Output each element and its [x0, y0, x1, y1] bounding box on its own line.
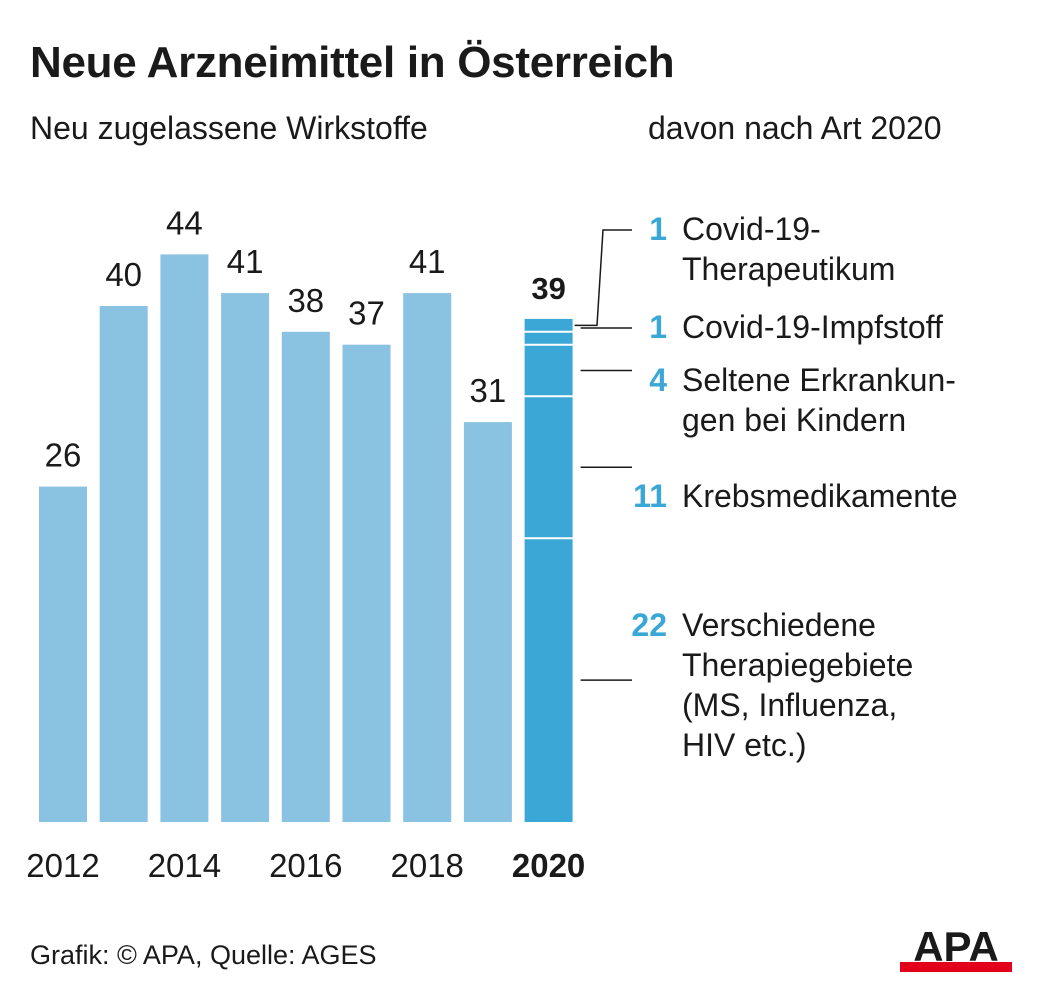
- breakdown-number-4: 1: [649, 211, 667, 247]
- connector-line-4: [574, 229, 632, 327]
- breakdown-label-4-line-0: Covid-19-: [682, 211, 821, 247]
- bar-2020: [524, 318, 573, 822]
- bar-value-2013: 40: [105, 256, 142, 293]
- breakdown-label-0-line-2: (MS, Influenza,: [682, 687, 897, 723]
- bar-value-2018: 41: [409, 243, 446, 280]
- breakdown-subtitle: davon nach Art 2020: [648, 110, 942, 146]
- breakdown-label-2-line-1: gen bei Kindern: [682, 402, 906, 438]
- breakdown-number-1: 11: [633, 478, 667, 514]
- breakdown-number-3: 1: [649, 309, 667, 345]
- breakdown-layer: 22 Verschiedene Therapiegebiete (MS, Influe…: [524, 211, 958, 763]
- bar-value-2015: 41: [227, 243, 264, 280]
- source-credit: Grafik: © APA, Quelle: AGES: [30, 940, 377, 970]
- bar-2019: [463, 422, 512, 822]
- bar-value-2020: 39: [531, 271, 565, 306]
- bar-2017: [342, 344, 391, 822]
- breakdown-label-1-line-0: Krebsmedikamente: [682, 478, 958, 514]
- bar-value-2017: 37: [348, 295, 385, 332]
- breakdown-number-0: 22: [631, 607, 667, 643]
- bar-2013: [99, 306, 148, 822]
- logo-text: APA: [913, 926, 999, 970]
- bar-value-2016: 38: [287, 282, 324, 319]
- bar-2012: [39, 486, 87, 822]
- bars-layer: 26 2012 40 44 2014 41 38 2016 37 41 2018 31 39 2020: [26, 204, 585, 884]
- chart-title: Neue Arzneimittel in Österreich: [30, 38, 675, 87]
- bar-value-2019: 31: [470, 372, 507, 409]
- x-tick-label-2014: 2014: [148, 847, 221, 884]
- breakdown-number-2: 4: [649, 362, 667, 398]
- apa-logo: APA: [900, 926, 1012, 972]
- chart-subtitle: Neu zugelassene Wirkstoffe: [30, 110, 428, 146]
- breakdown-label-0-line-3: HIV etc.): [682, 727, 806, 763]
- breakdown-label-4-line-1: Therapeutikum: [682, 251, 895, 287]
- breakdown-label-0-line-1: Therapiegebiete: [682, 647, 913, 683]
- x-tick-label-2016: 2016: [269, 847, 342, 884]
- breakdown-label-0-line-0: Verschiedene: [682, 607, 876, 643]
- bar-2016: [281, 331, 330, 822]
- breakdown-label-3-line-0: Covid-19-Impfstoff: [682, 309, 943, 345]
- x-tick-label-2012: 2012: [26, 847, 99, 884]
- breakdown-label-2-line-0: Seltene Erkrankun-: [682, 362, 956, 398]
- bar-value-2014: 44: [166, 204, 203, 241]
- x-tick-label-2020: 2020: [512, 847, 585, 884]
- bar-2014: [160, 254, 209, 822]
- x-tick-label-2018: 2018: [390, 847, 463, 884]
- bar-2018: [403, 293, 452, 823]
- bar-value-2012: 26: [45, 437, 82, 474]
- bar-2015: [221, 293, 270, 823]
- logo-bar: [900, 962, 1012, 972]
